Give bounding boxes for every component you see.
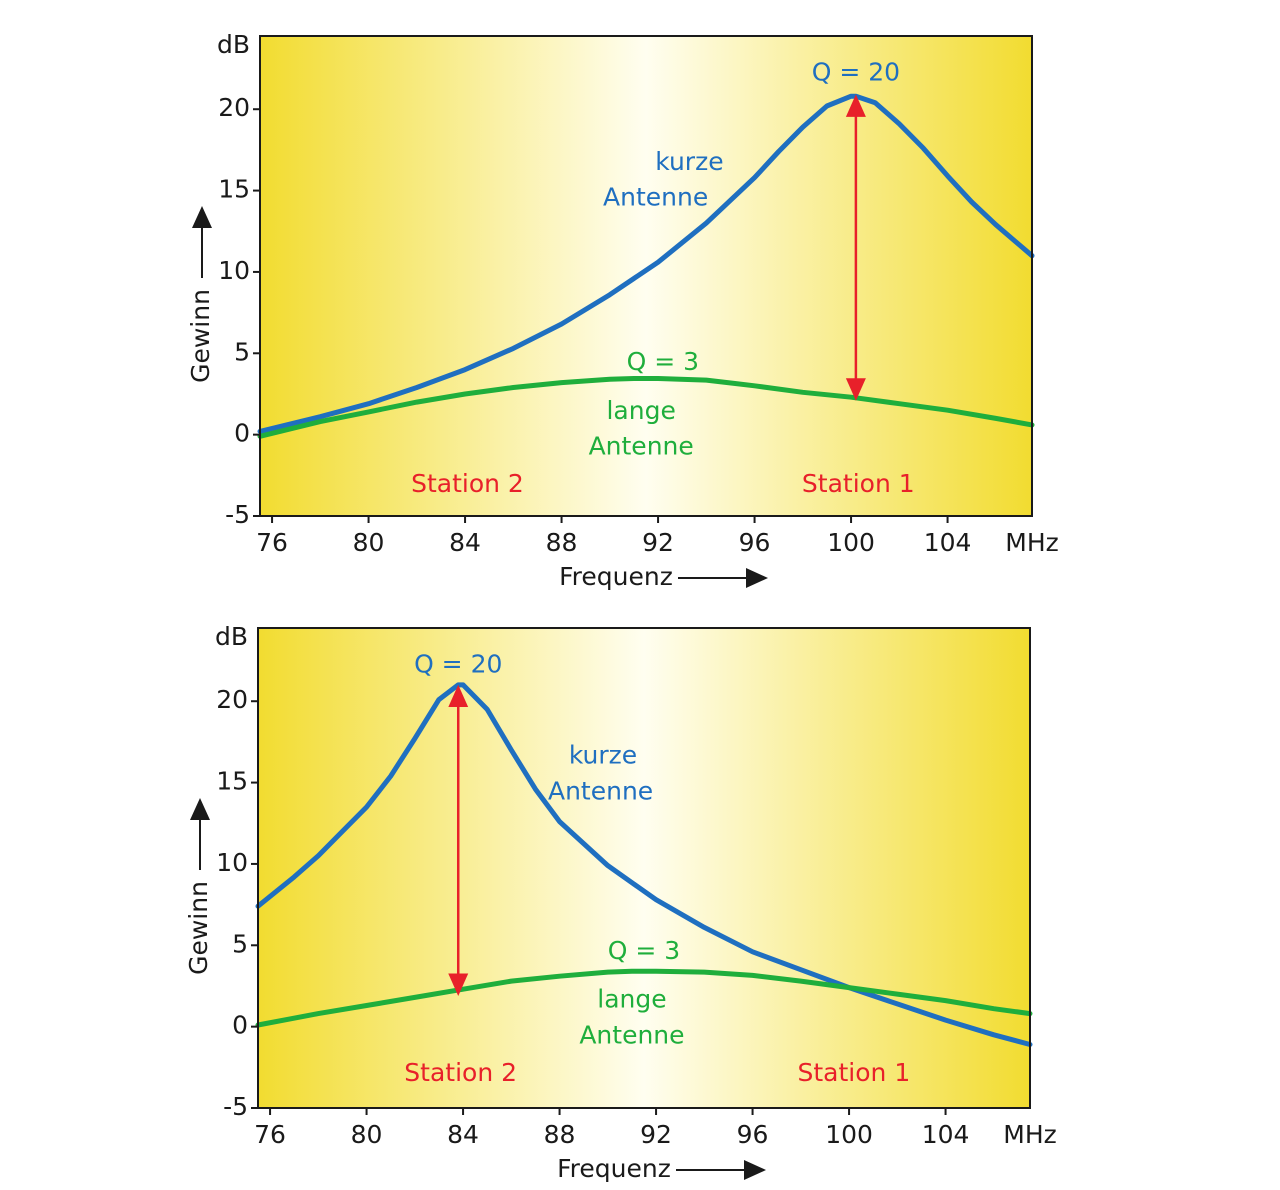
x-tick-label: 100	[827, 528, 875, 557]
annotation-label: Q = 20	[414, 649, 502, 678]
x-tick-label: 104	[922, 1120, 970, 1149]
x-tick-label: 96	[739, 528, 771, 557]
annotation-label: kurze	[655, 147, 723, 176]
x-tick-label: 80	[353, 528, 385, 557]
x-tick-label: 80	[351, 1120, 383, 1149]
x-tick-label: 88	[544, 1120, 576, 1149]
annotation-label: Station 1	[798, 1058, 911, 1087]
x-tick-label: 92	[640, 1120, 672, 1149]
annotation-label: Station 2	[411, 469, 524, 498]
y-tick-label: 5	[232, 929, 248, 958]
x-tick-label: 92	[642, 528, 674, 557]
lower-chart: Q = 20 kurze Antenne Q = 3 lange Antenne Stati…	[184, 622, 1057, 1183]
x-unit-label: MHz	[1003, 1120, 1057, 1149]
annotation-label: kurze	[569, 741, 637, 770]
plot-frame	[259, 35, 1033, 517]
annotation-label: lange	[606, 396, 675, 425]
y-tick-label: 0	[234, 419, 250, 448]
x-tick-label: 84	[447, 1120, 479, 1149]
annotation-label: Q = 20	[812, 57, 900, 86]
series-line-lange-antenne	[257, 376, 1035, 439]
y-tick-label: 15	[218, 175, 250, 204]
y-tick-label: 0	[232, 1011, 248, 1040]
x-tick-label: 76	[256, 528, 288, 557]
y-tick-label: 20	[218, 93, 250, 122]
plot-area	[260, 36, 1032, 516]
annotation-label: Antenne	[603, 183, 708, 212]
x-tick-label: 96	[737, 1120, 769, 1149]
y-tick-label: 15	[216, 767, 248, 796]
annotation-label: Station 2	[404, 1058, 517, 1087]
series-line-lange-antenne	[255, 968, 1033, 1028]
y-axis-label: Gewinn	[184, 881, 213, 975]
plot-frame	[257, 627, 1031, 1109]
annotation-label: Q = 3	[627, 347, 699, 376]
y-tick-label: 10	[216, 848, 248, 877]
x-axis-label: Frequenz	[559, 562, 673, 591]
x-tick-label: 100	[825, 1120, 873, 1149]
x-tick-label: 76	[254, 1120, 286, 1149]
annotation-label: lange	[597, 985, 666, 1014]
x-tick-label: 84	[449, 528, 481, 557]
y-tick-label: 20	[216, 685, 248, 714]
y-axis-label: Gewinn	[186, 289, 215, 383]
annotation-label: Antenne	[589, 432, 694, 461]
y-tick-label: 10	[218, 256, 250, 285]
y-tick-label: -5	[225, 500, 250, 529]
x-tick-label: 88	[546, 528, 578, 557]
x-tick-label: 104	[924, 528, 972, 557]
upper-chart: Q = 20 kurze Antenne Q = 3 lange Antenne Stati…	[186, 30, 1059, 591]
annotation-label: Antenne	[579, 1020, 684, 1049]
x-unit-label: MHz	[1005, 528, 1059, 557]
y-unit-label: dB	[215, 622, 248, 651]
annotation-label: Antenne	[548, 776, 653, 805]
y-unit-label: dB	[217, 30, 250, 59]
annotation-label: Station 1	[802, 469, 915, 498]
series-line-kurze-antenne	[257, 93, 1035, 434]
y-tick-label: -5	[223, 1092, 248, 1121]
annotation-label: Q = 3	[608, 936, 680, 965]
plot-area	[258, 628, 1030, 1108]
x-axis-label: Frequenz	[557, 1154, 671, 1183]
y-tick-label: 5	[234, 337, 250, 366]
